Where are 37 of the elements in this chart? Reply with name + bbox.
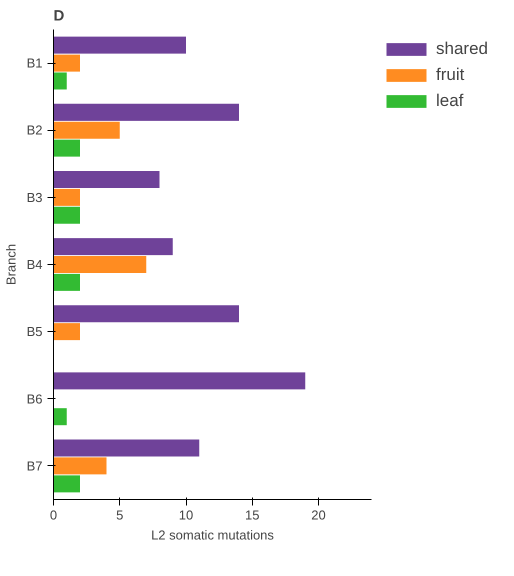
bar (54, 206, 80, 224)
bar (54, 323, 80, 340)
legend-label: shared (436, 39, 488, 59)
bar (54, 188, 80, 206)
y-tick-label: B5 (26, 324, 43, 340)
legend-label: fruit (436, 65, 464, 85)
bar (54, 54, 80, 72)
x-tick-label: 20 (311, 508, 326, 522)
bar (54, 305, 239, 322)
bar (54, 457, 106, 474)
x-tick-label: 15 (245, 508, 260, 522)
bar (54, 122, 120, 139)
y-axis-title: Branch (4, 244, 19, 286)
y-tick-label: B6 (26, 391, 43, 406)
legend-label: leaf (436, 91, 464, 111)
bar (54, 36, 186, 54)
chart-title: D (54, 8, 64, 24)
x-axis-title: L2 somatic mutations (151, 528, 274, 542)
bar (54, 170, 160, 188)
bar (54, 72, 67, 90)
bar (54, 256, 146, 274)
bar (54, 238, 173, 256)
bar (54, 372, 306, 390)
bar (54, 104, 239, 121)
x-tick-label: 10 (178, 508, 194, 522)
y-tick-label: B3 (26, 190, 43, 205)
x-tick-label: 0 (50, 508, 58, 522)
bar (54, 408, 67, 426)
y-tick-label: B4 (26, 257, 43, 272)
bar (54, 140, 80, 157)
y-tick-label: B7 (26, 458, 43, 474)
y-tick-label: B1 (26, 56, 43, 71)
x-tick-label: 5 (116, 508, 124, 522)
bar (54, 274, 80, 291)
y-tick-label: B2 (26, 122, 43, 138)
bar (54, 475, 80, 492)
bar (54, 440, 200, 457)
